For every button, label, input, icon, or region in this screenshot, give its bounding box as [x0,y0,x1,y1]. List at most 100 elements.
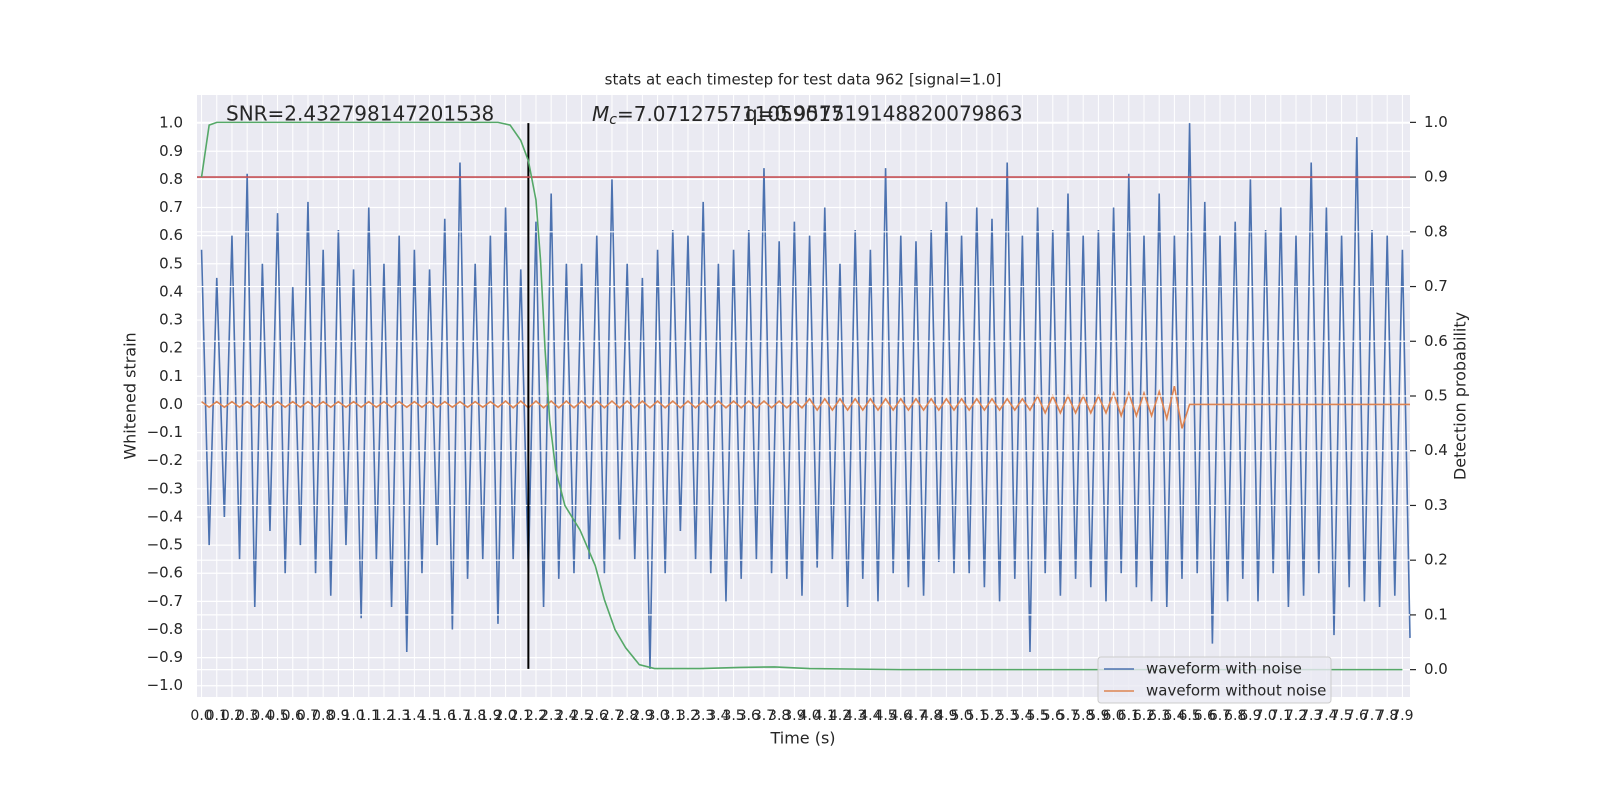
x-tick-label: 5.7 [1057,708,1079,724]
y-tick-label: 0.7 [159,198,183,216]
y-tick-label: −0.7 [147,592,183,610]
y2-tick-label: 1.0 [1424,113,1448,131]
x-tick-label: 7.6 [1346,708,1368,724]
y2-tick-label: 0.2 [1424,551,1448,569]
legend: waveform with noise waveform without nois… [1097,656,1332,704]
chart-title: stats at each timestep for test data 962… [605,71,1002,89]
x-tick-label: 4.8 [920,708,942,724]
x-tick-label: 3.9 [783,708,805,724]
x-tick-label: 1.8 [464,708,486,724]
y-tick-label: −0.8 [147,620,183,638]
y-tick-label: 0.0 [159,395,183,413]
x-tick-label: 2.9 [631,708,653,724]
x-tick-label: 0.0 [190,708,212,724]
y-tick-label: −0.3 [147,479,183,497]
x-tick-label: 5.6 [1042,708,1064,724]
x-tick-label: 0.3 [236,708,258,724]
data-line [201,385,1410,429]
y-tick-label: −0.6 [147,564,183,582]
y-tick-label: 0.8 [159,170,183,188]
x-tick-label: 0.4 [251,708,273,724]
x-tick-label: 2.4 [555,708,577,724]
annotation-value: =7.071275711059017 [617,102,844,126]
y2-tick-label: 0.0 [1424,660,1448,678]
x-tick-label: 2.3 [540,708,562,724]
x-tick-label: 6.3 [1148,708,1170,724]
x-tick-label: 1.0 [342,708,364,724]
x-tick-label: 4.0 [798,708,820,724]
x-tick-label: 2.1 [510,708,532,724]
x-tick-label: 0.9 [327,708,349,724]
x-tick-label: 5.9 [1087,708,1109,724]
x-tick-label: 5.4 [1011,708,1033,724]
x-tick-label: 1.6 [434,708,456,724]
x-tick-label: 5.8 [1072,708,1094,724]
x-tick-label: 6.5 [1178,708,1200,724]
x-tick-label: 1.1 [358,708,380,724]
y-axis-label: Whitened strain [121,332,140,459]
x-tick-label: 5.5 [1026,708,1048,724]
x-tick-label: 1.3 [388,708,410,724]
x-tick-label: 4.4 [859,708,881,724]
x-tick-label: 0.1 [206,708,228,724]
y2-tick-label: 0.5 [1424,387,1448,405]
y2-tick-label: 0.1 [1424,605,1448,623]
x-tick-label: 2.2 [525,708,547,724]
x-axis-label: Time (s) [769,729,835,748]
y-tick-label: −0.1 [147,423,183,441]
x-tick-label: 0.6 [282,708,304,724]
annotation: Mc=7.071275711059017 [592,102,844,129]
x-tick-label: 6.7 [1209,708,1231,724]
x-tick-label: 6.0 [1102,708,1124,724]
x-tick-label: 4.7 [905,708,927,724]
annotation-symbol: M [592,102,609,126]
y-tick-label: 0.1 [159,367,183,385]
x-tick-label: 3.1 [662,708,684,724]
x-tick-label: 3.2 [677,708,699,724]
x-tick-label: 4.9 [935,708,957,724]
x-tick-label: 6.2 [1133,708,1155,724]
x-tick-label: 3.6 [738,708,760,724]
legend-box [1097,656,1332,704]
x-tick-label: 2.5 [570,708,592,724]
y-tick-label: −1.0 [147,676,183,694]
x-tick-label: 0.2 [221,708,243,724]
y2-tick-label: 0.4 [1424,441,1448,459]
x-tick-label: 6.9 [1239,708,1261,724]
data-line [200,121,1403,671]
y2-tick-label: 0.3 [1424,496,1448,514]
x-tick-label: 3.0 [646,708,668,724]
front-layer [197,121,1416,671]
x-tick-label: 7.3 [1300,708,1322,724]
x-tick-label: 2.0 [494,708,516,724]
annotation-subscript: c [609,112,617,128]
x-tick-label: 7.9 [1391,708,1413,724]
y-tick-label: −0.5 [147,536,183,554]
x-tick-label: 6.6 [1194,708,1216,724]
x-tick-label: 1.9 [479,708,501,724]
y-tick-label: −0.4 [147,507,183,525]
annotation: SNR=2.432798147201538 [226,102,494,126]
x-tick-label: 0.7 [297,708,319,724]
x-tick-label: 3.5 [722,708,744,724]
data-line [200,123,1411,669]
y-tick-label: 0.5 [159,254,183,272]
y-tick-label: −0.2 [147,451,183,469]
y2-tick-label: 0.9 [1424,168,1448,186]
annotation: q=0.957519148820079863 [745,102,1023,126]
y-tick-label: 0.2 [159,339,183,357]
y-tick-label: −0.9 [147,648,183,666]
x-tick-label: 1.2 [373,708,395,724]
x-tick-label: 1.4 [403,708,425,724]
y2-tick-label: 0.8 [1424,222,1448,240]
x-tick-label: 3.3 [692,708,714,724]
x-tick-label: 1.5 [418,708,440,724]
y-tick-label: 0.3 [159,311,183,329]
y-tick-label: 0.4 [159,282,183,300]
x-tick-label: 7.2 [1285,708,1307,724]
x-tick-label: 7.5 [1330,708,1352,724]
x-tick-label: 3.8 [768,708,790,724]
x-tick-label: 3.4 [707,708,729,724]
x-tick-label: 5.1 [966,708,988,724]
